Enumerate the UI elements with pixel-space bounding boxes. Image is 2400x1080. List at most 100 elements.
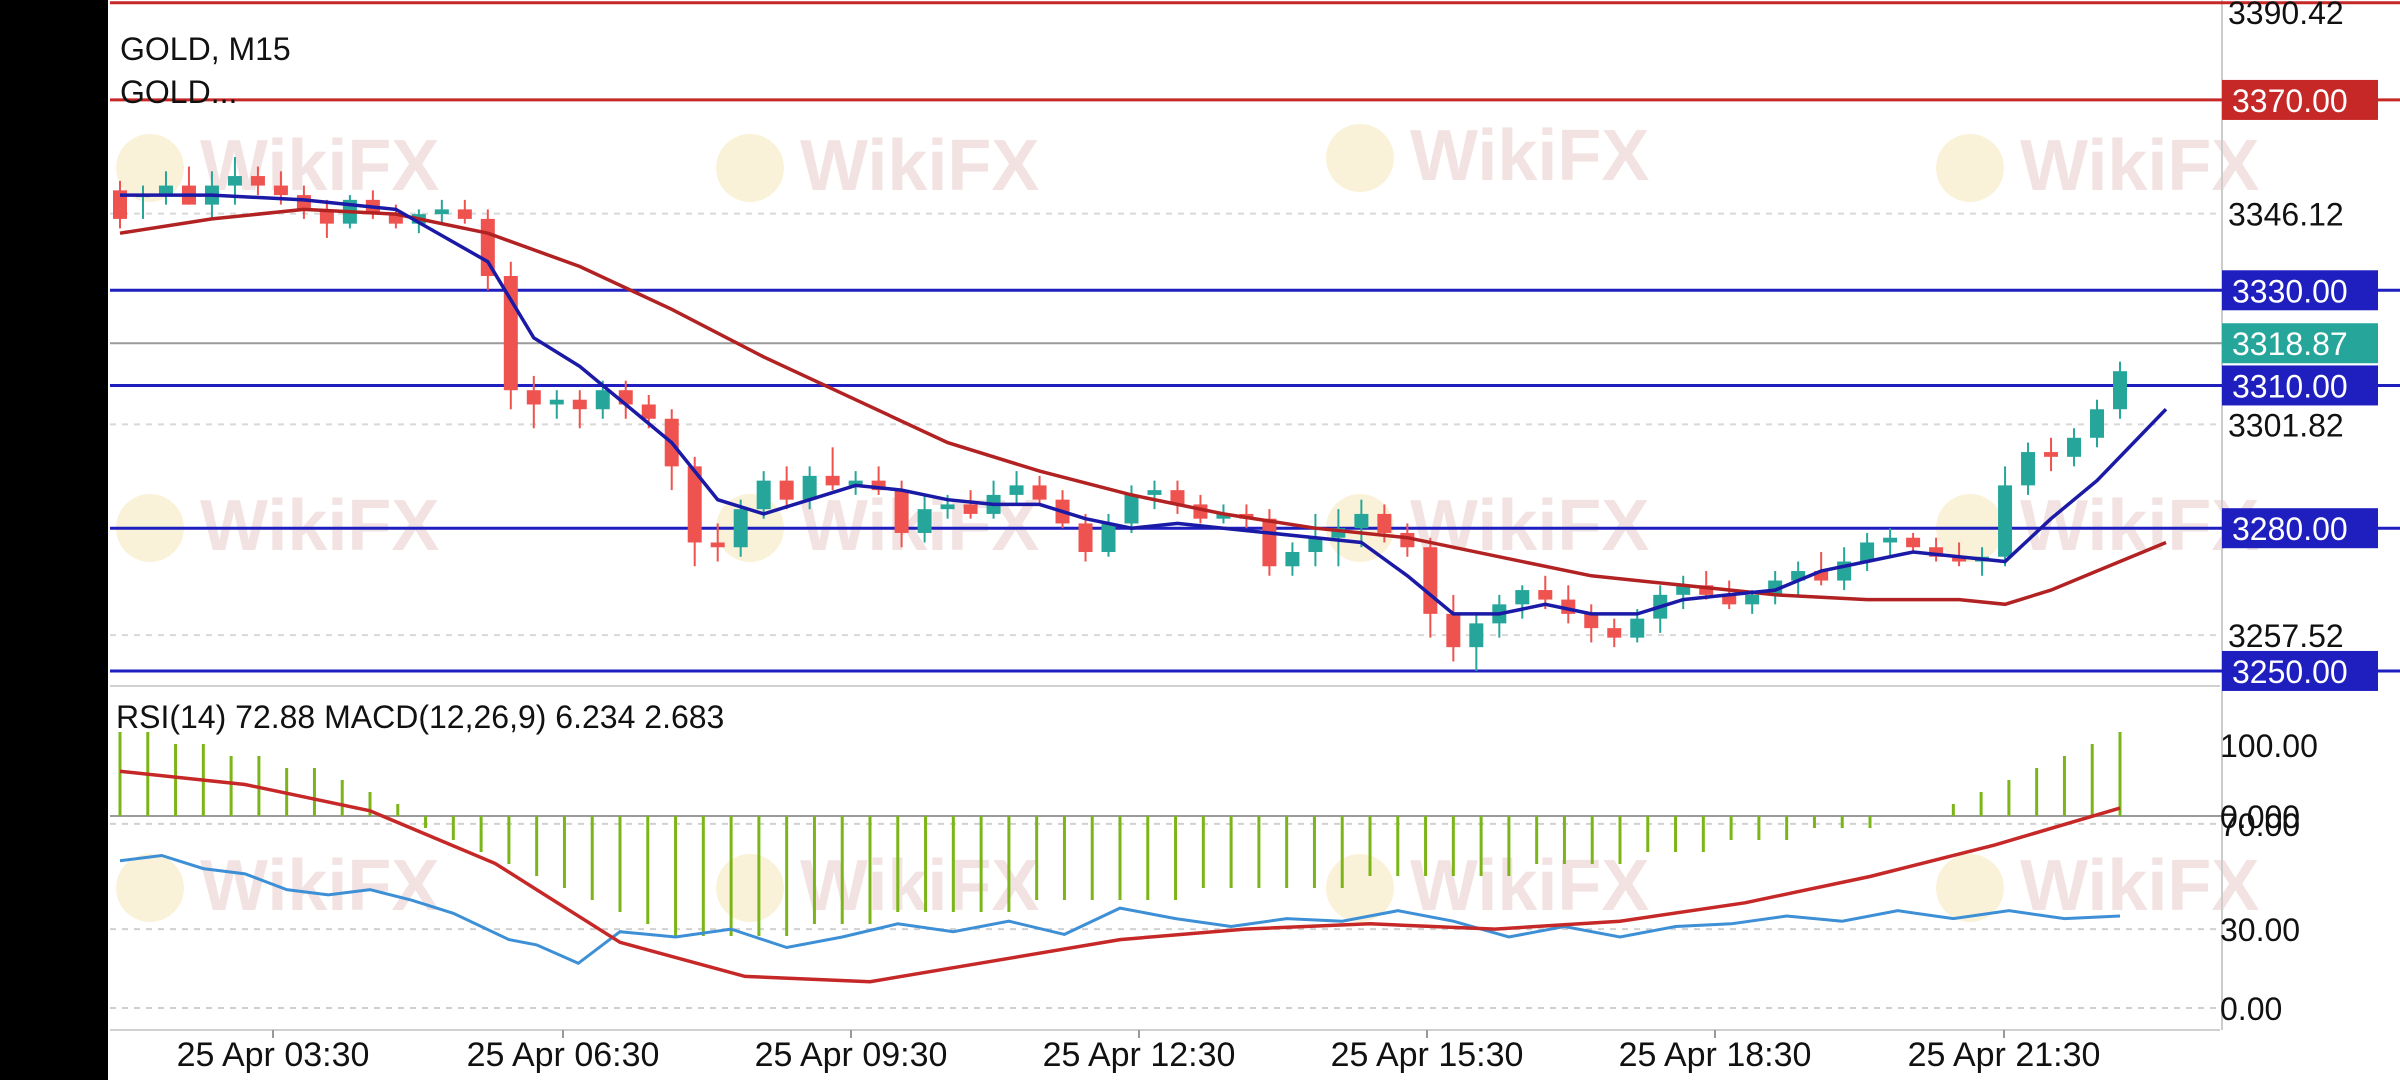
candle-body [1906, 537, 1921, 548]
candle-body [296, 195, 311, 210]
candle-body [1883, 537, 1898, 543]
x-tick-label: 25 Apr 09:30 [755, 1036, 948, 1074]
watermark-text: WikiFX [1410, 486, 1649, 566]
left-black-edge [0, 0, 108, 1080]
watermark-text: WikiFX [200, 846, 439, 926]
candle-body [1791, 571, 1806, 581]
oscillator-axis-label: 30.00 [2220, 912, 2300, 948]
candle-body [434, 209, 449, 215]
grid-layer [110, 0, 2223, 1031]
candle-body [779, 480, 794, 500]
current-price-tag [2222, 323, 2378, 364]
candle-body [1860, 542, 1875, 562]
watermark-text: WikiFX [200, 126, 439, 206]
price-axis-label: 3390.42 [2228, 0, 2344, 31]
candle-body [802, 475, 817, 500]
candle-body [1147, 490, 1162, 495]
x-tick-label: 25 Apr 21:30 [1908, 1036, 2101, 1074]
oscillator-axis-label: 0.000 [2220, 799, 2300, 835]
macd-signal-line [119, 769, 2121, 984]
candle-body [2090, 409, 2105, 438]
candle-body [940, 504, 955, 510]
candle-body [963, 504, 978, 514]
candle-body [1469, 623, 1484, 648]
candle-body [1354, 513, 1369, 529]
current-price-label: 3318.87 [2232, 326, 2348, 362]
price-level-label: 3330.00 [2232, 273, 2348, 309]
watermark-text: WikiFX [1410, 846, 1649, 926]
watermark-text: WikiFX [200, 486, 439, 566]
candle-body [825, 475, 840, 486]
oscillator-layer [118, 732, 2122, 984]
axes-layer: 3390.423346.123301.823257.52100.0070.000… [177, 0, 2344, 1074]
watermark-logo-icon [116, 854, 184, 922]
candle-body [1676, 585, 1691, 595]
slow-moving-average-line [119, 207, 2167, 607]
candle-body [227, 176, 242, 186]
price-levels-layer: 3370.00 3330.00 3310.00 3280.00 3250.00 3318.… [110, 1, 2400, 691]
indicator-label: GOLD... [120, 74, 237, 110]
watermark-text: WikiFX [800, 126, 1039, 206]
candle-body [319, 209, 334, 224]
candle-body [549, 399, 564, 405]
candle-body [1032, 485, 1047, 500]
candle-body [1170, 490, 1185, 505]
candle-body [1377, 513, 1392, 533]
candle-body [1009, 485, 1024, 495]
candle-body [273, 185, 288, 196]
price-axis-label: 3346.12 [2228, 197, 2344, 233]
candle-body [1124, 494, 1139, 524]
candle-body [1308, 537, 1323, 552]
watermark-logo-icon [1326, 124, 1394, 192]
price-level-label: 3370.00 [2232, 83, 2348, 119]
watermark-logo-icon [1936, 134, 2004, 202]
candle-body [2021, 452, 2036, 486]
x-tick-label: 25 Apr 06:30 [467, 1036, 660, 1074]
x-tick-label: 25 Apr 18:30 [1619, 1036, 1812, 1074]
price-level-label: 3280.00 [2232, 511, 2348, 547]
candle-body [1584, 613, 1599, 629]
candles-layer [113, 157, 2127, 671]
price-level-tag [2222, 270, 2378, 311]
price-level-tag [2222, 508, 2378, 549]
moving-averages-layer [119, 193, 2168, 616]
candle-body [1952, 556, 1967, 562]
price-axis-label: 3257.52 [2228, 618, 2344, 654]
price-level-tag [2222, 650, 2378, 691]
candle-body [1078, 523, 1093, 552]
x-tick-label: 25 Apr 15:30 [1331, 1036, 1524, 1074]
candle-body [572, 399, 587, 410]
candle-body [1745, 594, 1760, 605]
watermark-layer: WikiFX WikiFX WikiFX WikiFX WikiFX WikiFX Wiki… [116, 116, 2259, 926]
candle-body [1699, 585, 1714, 595]
price-level-label: 3310.00 [2232, 368, 2348, 404]
candle-body [158, 185, 173, 196]
candle-body [756, 480, 771, 510]
candle-body [2044, 452, 2059, 457]
candle-body [2113, 371, 2127, 410]
candle-body [388, 214, 403, 224]
candle-body [871, 480, 886, 491]
candle-body [1262, 518, 1277, 567]
candle-body [1814, 571, 1829, 581]
watermark-text: WikiFX [800, 846, 1039, 926]
candle-body [1538, 590, 1553, 600]
x-tick-label: 25 Apr 03:30 [177, 1036, 370, 1074]
candle-body [848, 480, 863, 486]
candle-body [1446, 613, 1461, 648]
candle-body [595, 390, 610, 410]
watermark-logo-icon [1326, 854, 1394, 922]
watermark-logo-icon [1936, 854, 2004, 922]
candle-body [457, 209, 472, 219]
candle-body [2067, 437, 2082, 457]
candle-body [1630, 618, 1645, 638]
candle-body [1607, 628, 1622, 638]
price-level-tag [2222, 365, 2378, 406]
candle-body [917, 509, 932, 533]
rsi-line [119, 853, 2121, 966]
candle-body [733, 509, 748, 548]
watermark-text: WikiFX [2020, 126, 2259, 206]
candle-body [1998, 485, 2013, 557]
candle-body [687, 466, 702, 543]
